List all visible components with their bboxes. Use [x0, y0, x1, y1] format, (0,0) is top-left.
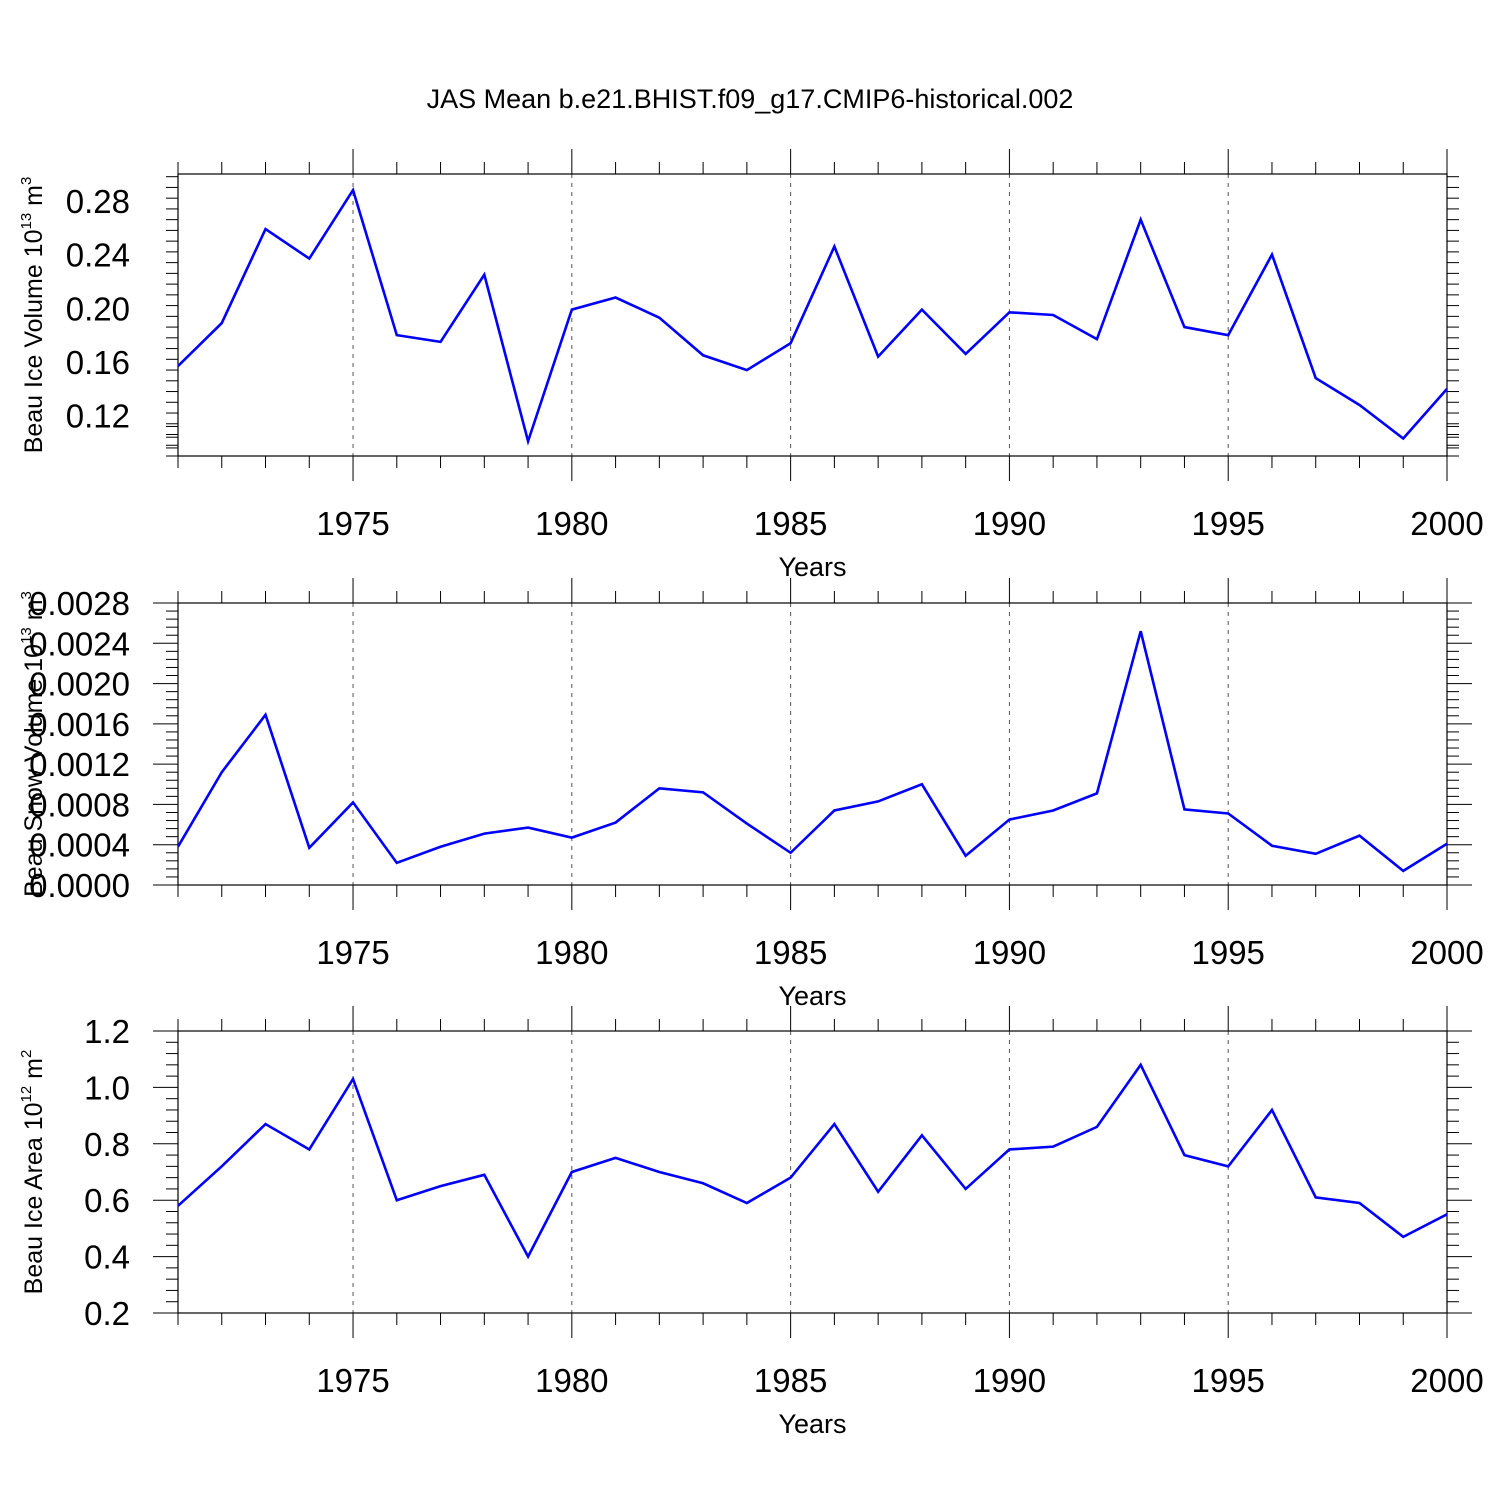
data-line-series-1 [178, 187, 1447, 446]
x-tick-label: 2000 [1410, 505, 1483, 542]
page-title: JAS Mean b.e21.BHIST.f09_g17.CMIP6-histo… [426, 84, 1074, 114]
y-tick-label: 0.0020 [29, 666, 130, 703]
y-tick-label: 0.0008 [29, 786, 130, 823]
y-tick-label: 0.0004 [29, 827, 130, 864]
y-axis-title-exponent: 13 [18, 627, 35, 644]
x-tick-label: 1975 [316, 505, 389, 542]
plot-frame [177, 1030, 1448, 1314]
y-tick-label: 0.0024 [29, 625, 130, 662]
data-line-series-1 [178, 1062, 1447, 1260]
y-axis-title-text: Beau Ice Area 10 [20, 1103, 48, 1295]
y-tick-label: 0.24 [66, 237, 130, 274]
x-tick-label: 1995 [1191, 1362, 1264, 1399]
y-tick-label: 0.0000 [29, 867, 130, 904]
x-tick-label: 1995 [1191, 934, 1264, 971]
y-tick-label: 0.0012 [29, 746, 130, 783]
y-tick-label: 0.6 [84, 1182, 130, 1219]
plot-frame [177, 602, 1448, 886]
y-tick-label: 0.0028 [29, 585, 130, 622]
x-tick-label: 2000 [1410, 934, 1483, 971]
y-tick-label: 0.28 [66, 183, 130, 220]
x-axis-title: Years [778, 552, 846, 582]
x-tick-label: 1980 [535, 505, 608, 542]
y-axis-title-exponent: 13 [18, 213, 35, 230]
y-tick-label: 0.8 [84, 1126, 130, 1163]
y-axis-title-unit: m [20, 1058, 48, 1086]
y-axis-title: Beau Snow Volume 1013 m3 [18, 591, 48, 897]
y-axis-title-unit-exponent: 3 [18, 591, 35, 599]
x-tick-label: 1990 [973, 505, 1046, 542]
data-line-series-1 [178, 630, 1447, 873]
x-tick-label: 1985 [754, 505, 827, 542]
x-tick-label: 1990 [973, 934, 1046, 971]
y-tick-label: 0.4 [84, 1239, 130, 1276]
y-tick-label: 0.12 [66, 398, 130, 435]
chart-panel-3: 1975 1980 1985 1990 1995 2000 Years 0.2 0.4 0.6 0.… [18, 1006, 1484, 1439]
x-tick-label: 1980 [535, 1362, 608, 1399]
y-axis-title-text: Beau Ice Volume 10 [20, 230, 48, 454]
y-axis-title-text: Beau Snow Volume 10 [20, 644, 48, 897]
y-axis-title-unit: m [20, 185, 48, 213]
x-tick-label: 1995 [1191, 505, 1264, 542]
y-axis-title-unit-exponent: 2 [18, 1050, 35, 1058]
x-axis-title: Years [778, 1409, 846, 1439]
y-tick-label: 0.20 [66, 290, 130, 327]
x-tick-label: 1985 [754, 1362, 827, 1399]
y-tick-label: 0.2 [84, 1295, 130, 1332]
x-tick-label: 1990 [973, 1362, 1046, 1399]
y-axis-title-unit: m [20, 599, 48, 627]
x-tick-label: 1975 [316, 1362, 389, 1399]
x-tick-label: 1975 [316, 934, 389, 971]
x-axis-title: Years [778, 981, 846, 1011]
x-tick-label: 1985 [754, 934, 827, 971]
plot-frame [177, 173, 1448, 457]
y-axis-title-unit-exponent: 3 [18, 177, 35, 185]
x-tick-label: 2000 [1410, 1362, 1483, 1399]
y-axis-title-exponent: 12 [18, 1086, 35, 1103]
y-tick-label: 0.0016 [29, 706, 130, 743]
y-tick-label: 1.2 [84, 1013, 130, 1050]
y-axis-title: Beau Ice Volume 1013 m3 [18, 177, 48, 454]
chart-panel-1: 1975 1980 1985 1990 1995 2000 Years 0.12 0.16 0.2… [18, 149, 1484, 582]
x-tick-label: 1980 [535, 934, 608, 971]
y-tick-label: 0.16 [66, 344, 130, 381]
chart-panel-2: 1975 1980 1985 1990 1995 2000Years0.00000.000… [18, 578, 1484, 1011]
y-axis-title: Beau Ice Area 1012 m2 [18, 1050, 48, 1295]
y-tick-label: 1.0 [84, 1069, 130, 1106]
